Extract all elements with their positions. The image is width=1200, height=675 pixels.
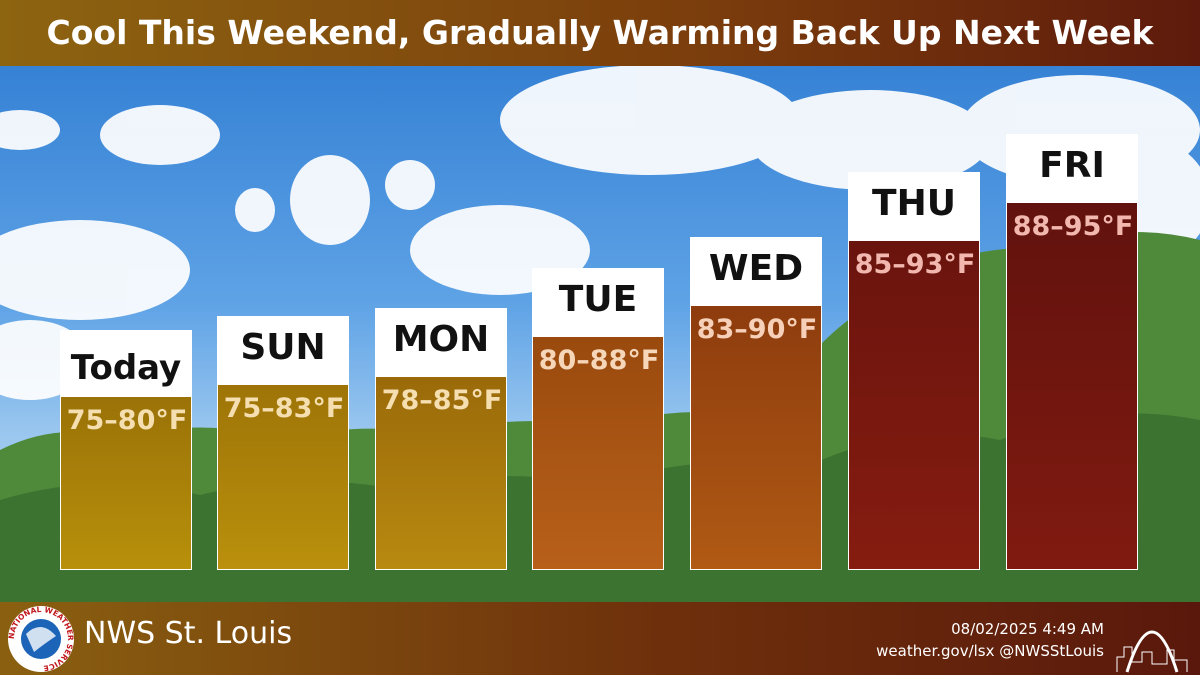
day-label: FRI: [1006, 134, 1138, 201]
temp-bar: 80–88°F: [532, 335, 664, 570]
office: NWS St. Louis: [84, 616, 293, 651]
timestamp: 08/02/2025 4:49 AM: [951, 620, 1104, 638]
links: weather.gov/lsx @NWSStLouis: [876, 642, 1104, 660]
temp-range: 78–85°F: [381, 385, 503, 416]
day-label: TUE: [532, 268, 664, 335]
temp-bar: 78–85°F: [375, 375, 507, 570]
temp-range: 75–83°F: [223, 393, 345, 424]
temp-range: 85–93°F: [854, 249, 976, 280]
day-label: SUN: [217, 316, 349, 383]
temp-range: 75–80°F: [66, 405, 188, 436]
temp-bar: 83–90°F: [690, 304, 822, 570]
temp-range: 80–88°F: [538, 345, 660, 376]
day-label: Today: [60, 330, 192, 395]
day-label: THU: [848, 172, 980, 239]
temp-bar: 75–83°F: [217, 383, 349, 570]
temp-range: 88–95°F: [1012, 211, 1134, 242]
title: Cool This Weekend, Gradually Warming Bac…: [0, 0, 1200, 66]
day-label: WED: [690, 237, 822, 304]
temp-range: 83–90°F: [696, 314, 818, 345]
temp-bar: 85–93°F: [848, 239, 980, 570]
nws-logo: NATIONAL WEATHER SERVICE: [7, 605, 75, 673]
footer: NATIONAL WEATHER SERVICE NWS St. Louis 0…: [0, 602, 1200, 675]
temp-bar: 88–95°F: [1006, 201, 1138, 570]
arch-icon: [1116, 630, 1188, 673]
temp-bar: 75–80°F: [60, 395, 192, 570]
day-label: MON: [375, 308, 507, 375]
